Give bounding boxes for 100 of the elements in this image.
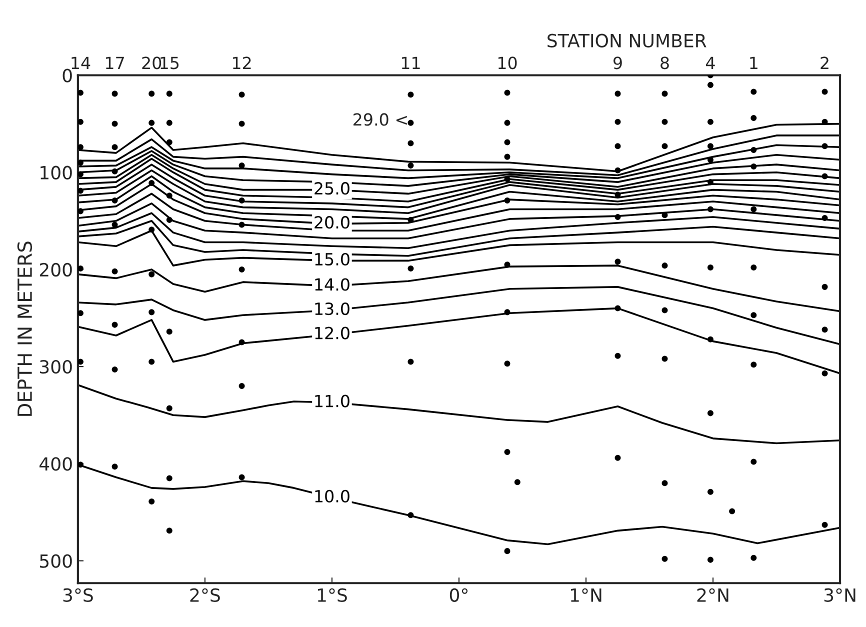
series-label: 15 bbox=[160, 56, 179, 70]
point bbox=[504, 360, 510, 367]
point bbox=[112, 322, 118, 328]
point bbox=[408, 92, 414, 98]
point bbox=[750, 312, 757, 318]
series-label: 11 bbox=[402, 56, 420, 69]
y-tick-label: 400 bbox=[40, 457, 72, 471]
point bbox=[112, 222, 118, 228]
y-tick-label: 500 bbox=[40, 554, 72, 568]
point bbox=[729, 508, 736, 514]
point bbox=[750, 164, 757, 170]
point bbox=[166, 139, 172, 146]
series-label: 4 bbox=[706, 56, 715, 69]
point bbox=[112, 366, 118, 372]
point bbox=[112, 120, 118, 127]
point bbox=[148, 226, 155, 233]
point bbox=[78, 118, 84, 125]
point bbox=[822, 118, 828, 125]
x-tick-label: 3°S bbox=[63, 588, 93, 602]
point bbox=[614, 143, 621, 150]
point bbox=[166, 528, 172, 534]
series-label: 9 bbox=[613, 56, 622, 70]
point bbox=[238, 197, 245, 204]
x-tick-label: 1°S bbox=[318, 588, 347, 602]
y-tick-label: 0 bbox=[62, 68, 72, 82]
point bbox=[78, 160, 84, 166]
point bbox=[707, 264, 714, 271]
point bbox=[238, 92, 245, 98]
x-tick-label: 0° bbox=[450, 588, 468, 602]
point bbox=[662, 307, 668, 314]
series-label: 10 bbox=[498, 56, 517, 70]
point bbox=[822, 284, 828, 290]
point bbox=[112, 90, 118, 97]
point bbox=[166, 192, 172, 199]
point bbox=[238, 266, 245, 272]
point bbox=[614, 258, 621, 265]
series-label: 20 bbox=[142, 56, 162, 70]
point bbox=[707, 410, 714, 416]
point bbox=[148, 271, 155, 278]
point bbox=[750, 554, 757, 561]
point bbox=[148, 309, 155, 316]
point bbox=[408, 358, 414, 365]
point bbox=[112, 197, 118, 204]
point bbox=[662, 480, 668, 486]
point bbox=[707, 556, 714, 563]
point bbox=[662, 143, 668, 150]
point bbox=[662, 90, 668, 97]
point bbox=[707, 118, 714, 125]
point bbox=[408, 140, 414, 146]
point bbox=[78, 265, 84, 272]
point bbox=[504, 90, 510, 96]
point bbox=[707, 156, 714, 163]
point bbox=[408, 120, 414, 126]
point bbox=[238, 222, 245, 228]
point bbox=[707, 488, 714, 495]
point bbox=[238, 474, 245, 480]
point bbox=[662, 356, 668, 362]
series-label: 12 bbox=[233, 56, 251, 69]
point bbox=[614, 167, 621, 174]
point bbox=[78, 90, 84, 96]
annotation: 29.0 < bbox=[354, 113, 407, 126]
point bbox=[238, 339, 245, 346]
series-label: 2 bbox=[820, 56, 828, 69]
point bbox=[504, 262, 510, 268]
point bbox=[504, 139, 510, 146]
x-tick-label: 2°N bbox=[697, 588, 728, 602]
point bbox=[750, 264, 757, 271]
point bbox=[822, 326, 828, 333]
y-tick-label: 200 bbox=[40, 262, 72, 277]
point bbox=[78, 462, 84, 468]
point bbox=[78, 358, 84, 365]
x-tick-label: 3°N bbox=[824, 588, 856, 602]
point bbox=[750, 146, 757, 154]
line-series bbox=[78, 202, 840, 240]
point bbox=[112, 464, 118, 470]
point bbox=[822, 173, 828, 180]
point bbox=[614, 118, 621, 125]
point bbox=[707, 179, 714, 186]
point bbox=[112, 168, 118, 174]
series-label: 14 bbox=[72, 56, 90, 69]
point bbox=[166, 475, 172, 482]
point bbox=[662, 556, 668, 562]
point bbox=[148, 90, 155, 97]
point bbox=[514, 479, 520, 486]
point bbox=[822, 370, 828, 376]
point bbox=[166, 328, 172, 335]
y-tick-label: 100 bbox=[40, 166, 72, 180]
point bbox=[750, 458, 757, 465]
point bbox=[750, 206, 757, 212]
line-series bbox=[78, 384, 840, 444]
point bbox=[504, 548, 510, 554]
point bbox=[614, 352, 621, 359]
point bbox=[707, 143, 714, 150]
x2-axis-title: STATION NUMBER bbox=[548, 34, 706, 48]
point bbox=[614, 214, 621, 220]
series-label: 8 bbox=[660, 56, 669, 70]
point bbox=[662, 118, 668, 125]
point bbox=[662, 262, 668, 269]
y-tick-label: 300 bbox=[40, 360, 72, 374]
point bbox=[166, 90, 172, 97]
